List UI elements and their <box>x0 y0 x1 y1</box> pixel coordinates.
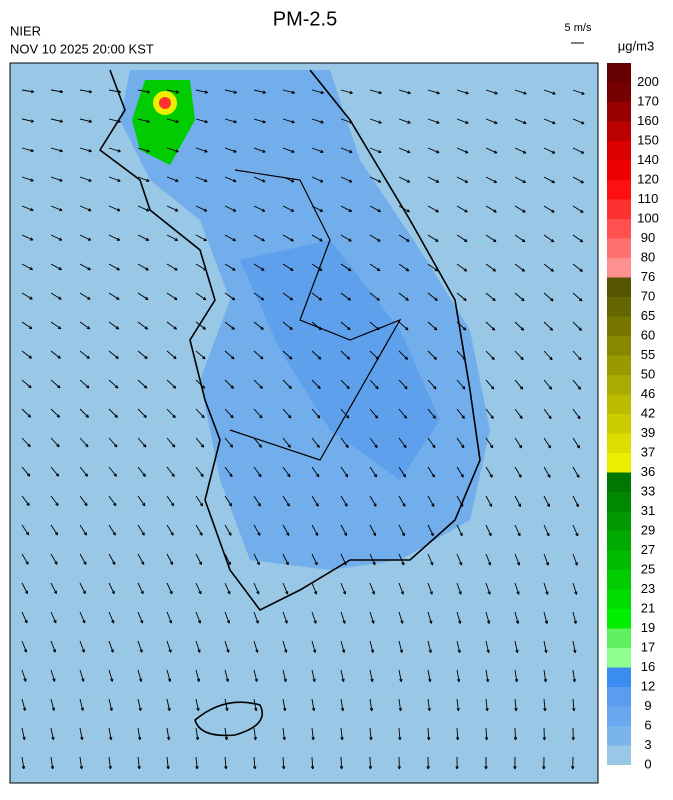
colorbar-segment <box>607 200 631 220</box>
colorbar-segment <box>607 707 631 727</box>
colorbar-label: 170 <box>637 93 659 108</box>
colorbar-label: 25 <box>641 561 655 576</box>
colorbar-segment <box>607 83 631 103</box>
colorbar-label: 0 <box>644 756 651 771</box>
colorbar-segment <box>607 531 631 551</box>
colorbar-label: 12 <box>641 678 655 693</box>
wind-scale: 5 m/s <box>565 22 592 34</box>
colorbar-label: 110 <box>638 191 659 206</box>
colorbar-segment <box>607 668 631 688</box>
colorbar-segment <box>607 395 631 415</box>
colorbar-segment <box>607 512 631 532</box>
colorbar-label: 39 <box>641 425 655 440</box>
colorbar-segment <box>607 258 631 278</box>
colorbar-label: 19 <box>641 620 655 635</box>
colorbar-segment <box>607 590 631 610</box>
colorbar-segment <box>607 473 631 493</box>
colorbar-label: 46 <box>641 386 655 401</box>
title: PM-2.5 <box>273 8 337 30</box>
colorbar-label: 42 <box>641 405 655 420</box>
colorbar-segment <box>607 629 631 649</box>
colorbar-label: 200 <box>637 74 659 89</box>
colorbar-label: 70 <box>641 288 655 303</box>
colorbar-segment <box>607 336 631 356</box>
colorbar-label: 31 <box>641 503 655 518</box>
colorbar-label: 33 <box>641 483 655 498</box>
colorbar-segment <box>607 746 631 766</box>
colorbar-label: 60 <box>641 327 655 342</box>
colorbar-label: 17 <box>641 639 655 654</box>
colorbar-label: 160 <box>637 113 659 128</box>
colorbar-label: 150 <box>637 132 659 147</box>
map-area <box>10 63 598 783</box>
colorbar-label: 23 <box>641 581 655 596</box>
colorbar-label: 27 <box>641 542 655 557</box>
colorbar-segment <box>607 609 631 629</box>
colorbar-label: 120 <box>637 171 659 186</box>
colorbar-label: 36 <box>641 464 655 479</box>
colorbar-segment <box>607 219 631 239</box>
colorbar-segment <box>607 414 631 434</box>
colorbar-label: 3 <box>644 737 651 752</box>
colorbar-segment <box>607 434 631 454</box>
colorbar-label: 100 <box>637 210 659 225</box>
colorbar: 0369121617192123252729313336373942465055… <box>607 63 659 771</box>
colorbar-segment <box>607 161 631 181</box>
colorbar-segment <box>607 141 631 161</box>
colorbar-label: 29 <box>641 522 655 537</box>
colorbar-segment <box>607 180 631 200</box>
colorbar-label: 37 <box>641 444 655 459</box>
colorbar-label: 9 <box>644 698 651 713</box>
colorbar-label: 16 <box>641 659 655 674</box>
colorbar-label: 80 <box>641 249 655 264</box>
colorbar-segment <box>607 297 631 317</box>
colorbar-segment <box>607 356 631 376</box>
colorbar-label: 76 <box>641 269 655 284</box>
colorbar-label: 55 <box>641 347 655 362</box>
colorbar-label: 90 <box>641 230 655 245</box>
unit: μg/m3 <box>618 38 654 53</box>
colorbar-segment <box>607 317 631 337</box>
colorbar-segment <box>607 492 631 512</box>
time: NOV 10 2025 20:00 KST <box>10 41 154 56</box>
colorbar-segment <box>607 102 631 122</box>
colorbar-segment <box>607 648 631 668</box>
source: NIER <box>10 23 41 38</box>
colorbar-segment <box>607 570 631 590</box>
colorbar-segment <box>607 122 631 142</box>
colorbar-label: 140 <box>637 152 659 167</box>
colorbar-label: 21 <box>641 600 655 615</box>
colorbar-segment <box>607 239 631 259</box>
colorbar-segment <box>607 726 631 746</box>
colorbar-segment <box>607 453 631 473</box>
colorbar-label: 65 <box>641 308 655 323</box>
colorbar-segment <box>607 278 631 298</box>
colorbar-segment <box>607 551 631 571</box>
pollution-hotspot <box>159 97 171 109</box>
colorbar-label: 6 <box>644 717 651 732</box>
colorbar-segment <box>607 375 631 395</box>
colorbar-label: 50 <box>641 366 655 381</box>
colorbar-segment <box>607 687 631 707</box>
colorbar-segment <box>607 63 631 83</box>
